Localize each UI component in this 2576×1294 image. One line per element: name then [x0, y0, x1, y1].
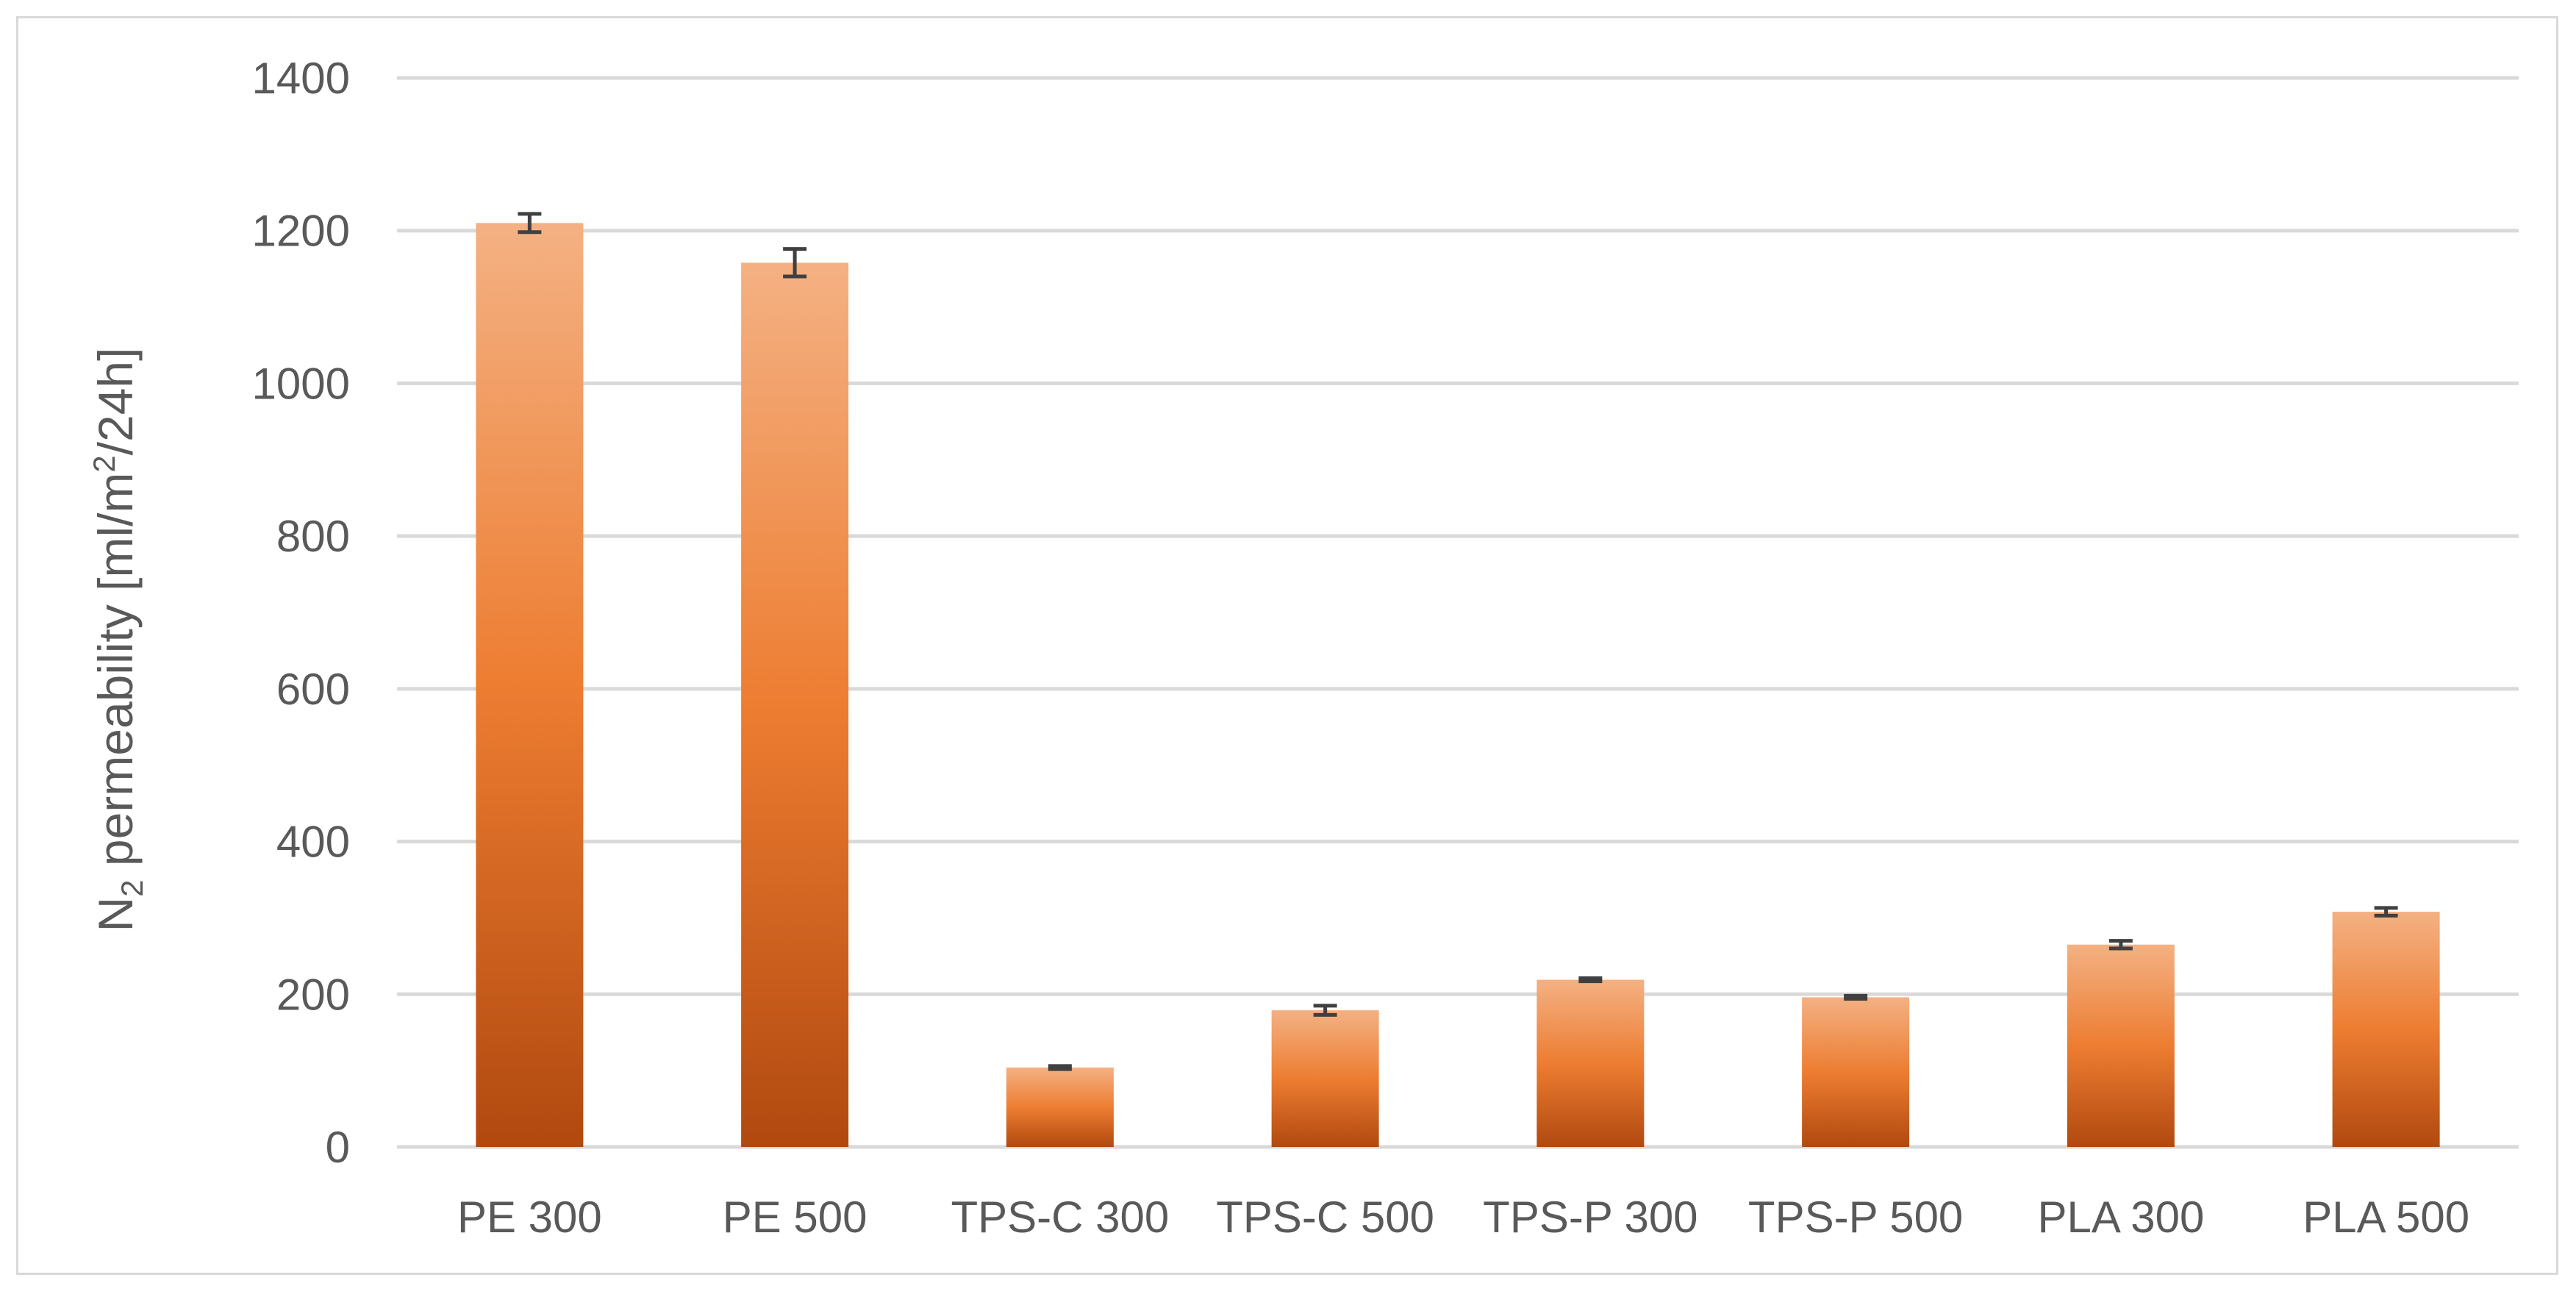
x-tick-label: TPS-C 300: [951, 1193, 1169, 1242]
error-bar: [2108, 939, 2133, 951]
y-tick-label: 1400: [252, 54, 350, 103]
x-tick-label: PE 300: [457, 1193, 602, 1242]
y-axis-title-main: N: [88, 897, 143, 932]
x-tick-label: PE 500: [723, 1193, 867, 1242]
y-axis-title-subscript: 2: [115, 879, 149, 896]
x-tick-label: TPS-P 500: [1748, 1193, 1963, 1242]
y-axis-title-rest: permeability [ml/m: [88, 473, 143, 880]
error-bar: [1313, 1004, 1337, 1017]
y-axis-ticks: 0 200 400 600 800 1000 1200 1400: [252, 54, 350, 1172]
error-bar: [2374, 906, 2398, 918]
bar: [741, 262, 849, 1148]
error-bar: [1578, 976, 1603, 984]
bar: [2067, 944, 2175, 1147]
y-tick-label: 400: [276, 818, 350, 867]
x-axis-ticks: PE 300 PE 500 TPS-C 300 TPS-C 500 TPS-P 300 T…: [457, 1193, 2469, 1242]
bar: [476, 223, 584, 1147]
x-tick-label: TPS-C 500: [1216, 1193, 1434, 1242]
error-bar: [1048, 1064, 1072, 1071]
y-tick-label: 1000: [252, 359, 350, 408]
error-bar: [518, 212, 542, 235]
x-tick-label: PLA 500: [2303, 1193, 2469, 1242]
bars: [476, 223, 2440, 1148]
y-tick-label: 200: [276, 970, 350, 1019]
y-tick-label: 0: [326, 1123, 350, 1172]
x-tick-label: PLA 300: [2037, 1193, 2204, 1242]
y-axis-title-end: /24h]: [88, 348, 143, 456]
bar: [1271, 1010, 1379, 1147]
y-tick-label: 1200: [252, 207, 350, 256]
y-tick-label: 800: [276, 512, 350, 561]
bar: [1006, 1067, 1114, 1147]
bar: [1802, 997, 1910, 1147]
error-bars: [518, 212, 2398, 1071]
error-bar: [1844, 993, 1868, 1001]
bar: [2332, 912, 2440, 1147]
x-tick-label: TPS-P 300: [1483, 1193, 1697, 1242]
gridlines: [397, 76, 2519, 1149]
y-axis-title-superscript: 2: [87, 455, 121, 472]
y-tick-label: 600: [276, 665, 350, 714]
error-bar: [783, 247, 807, 279]
bar: [1536, 979, 1645, 1147]
y-axis-title: N2 permeability [ml/m2/24h]: [87, 348, 149, 932]
